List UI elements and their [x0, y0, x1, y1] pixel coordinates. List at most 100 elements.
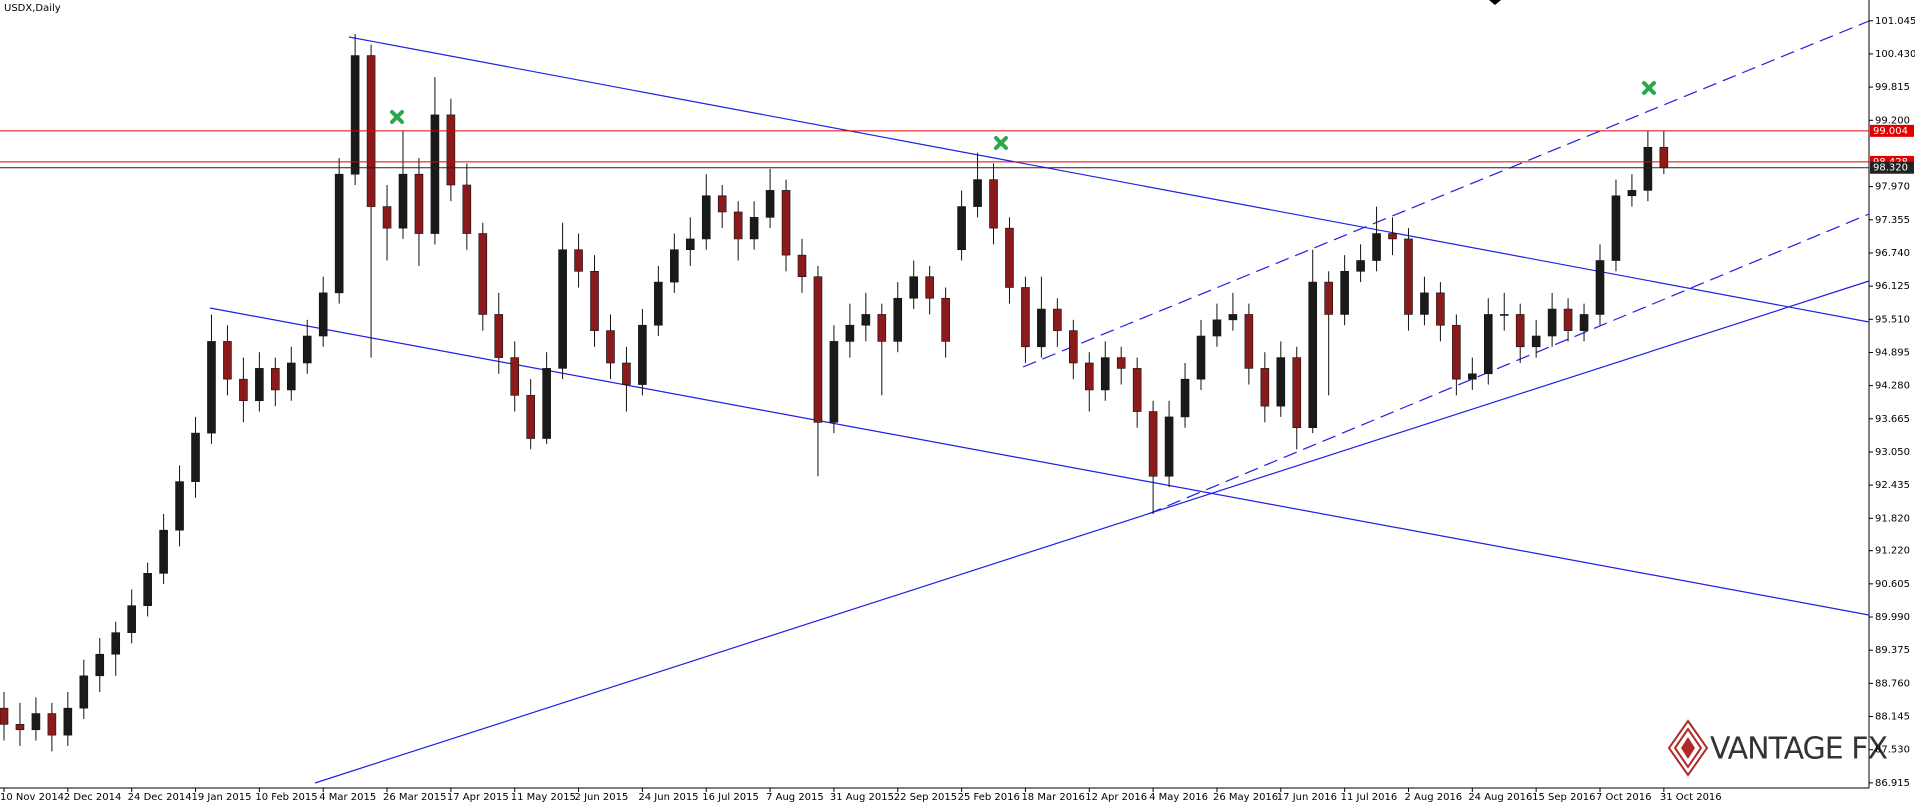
candle-body [1148, 411, 1158, 477]
y-tick-label: 91.220 [1875, 546, 1910, 557]
candle-body [1659, 146, 1669, 169]
candle-body [271, 368, 280, 391]
candle-body [1627, 190, 1637, 197]
x-tick-label: 10 Nov 2014 [0, 792, 64, 803]
y-tick-label: 90.605 [1875, 579, 1910, 590]
candle-body [1643, 146, 1653, 191]
y-tick-label: 96.125 [1875, 281, 1910, 292]
candle-body [143, 573, 152, 606]
candle-body [829, 341, 839, 423]
candle-body [1116, 357, 1126, 369]
x-marker [994, 136, 1008, 150]
candle-body [446, 114, 456, 186]
candle-body [813, 276, 823, 423]
y-tick-label: 93.050 [1875, 447, 1910, 458]
candle-body [781, 190, 791, 256]
y-tick-label: 99.200 [1875, 115, 1910, 126]
candle-body [765, 190, 775, 218]
x-tick-label: 17 Jun 2016 [1277, 792, 1337, 803]
candle-body [1164, 416, 1174, 477]
candle-body [1228, 314, 1238, 321]
candle-body [1404, 238, 1413, 315]
x-tick-label: 26 Mar 2015 [383, 792, 446, 803]
candle-body [159, 529, 168, 574]
candle-body [15, 724, 25, 731]
x-tick-label: 12 Apr 2016 [1085, 792, 1147, 803]
candle-body [941, 297, 950, 342]
candle-body [414, 173, 424, 234]
candle-body [558, 249, 567, 369]
candle-body [111, 632, 121, 655]
candle-body [622, 362, 631, 385]
candle-body [1356, 260, 1365, 272]
candle-body [1069, 330, 1078, 364]
candle-body [1547, 308, 1557, 337]
candle-body [1388, 233, 1397, 240]
candle-body [0, 707, 9, 725]
candle-body [1308, 281, 1318, 429]
candle-body [175, 481, 184, 531]
candle-body [1452, 324, 1461, 380]
x-tick-label: 16 Jul 2015 [702, 792, 759, 803]
candle-body [1436, 292, 1445, 326]
candle-body [670, 249, 679, 283]
x-tick-label: 7 Oct 2016 [1596, 792, 1651, 803]
candle-body [893, 297, 903, 342]
x-tick-label: 4 Mar 2015 [319, 792, 376, 803]
candle-body [526, 395, 535, 439]
y-tick-label: 89.375 [1875, 645, 1910, 656]
x-tick-label: 22 Sep 2015 [894, 792, 957, 803]
candle-body [733, 211, 743, 240]
candle-body [925, 276, 934, 299]
price-tag [1870, 124, 1914, 137]
logo-icon [1681, 737, 1695, 759]
candle-body [1499, 314, 1509, 316]
y-tick-label: 94.280 [1875, 381, 1910, 392]
y-tick-label: 89.990 [1875, 612, 1910, 623]
y-tick-label: 94.895 [1875, 347, 1910, 358]
trendline [348, 36, 1870, 323]
candle-body [1595, 260, 1605, 315]
price-tag-label: 99.004 [1873, 126, 1908, 137]
candle-body [1563, 308, 1573, 331]
y-tick-label: 95.510 [1875, 314, 1910, 325]
candle-body [797, 254, 807, 277]
y-tick-label: 93.665 [1875, 414, 1910, 425]
logo-icon [1667, 719, 1709, 777]
candle-body [239, 378, 248, 402]
candle-body [1611, 195, 1621, 261]
candle-body [1053, 308, 1062, 331]
y-tick-label: 88.760 [1875, 678, 1910, 689]
candle-body [255, 368, 264, 402]
candle-body [302, 335, 312, 364]
candle-body [542, 368, 551, 439]
candle-body [845, 324, 855, 342]
candle-body [877, 314, 887, 342]
markers [390, 81, 1656, 150]
x-tick-label: 24 Aug 2016 [1468, 792, 1532, 803]
candle-body [430, 114, 440, 234]
candle-body [462, 184, 472, 234]
logo: VANTAGE FX [1667, 719, 1889, 777]
candle-body [510, 357, 520, 396]
x-tick-label: 2 Aug 2016 [1404, 792, 1462, 803]
candle-body [654, 281, 663, 326]
candle-body [1531, 335, 1541, 348]
candle-body [1483, 314, 1493, 375]
candle-body [79, 675, 89, 709]
candle-body [382, 206, 392, 229]
y-tick-label: 97.355 [1875, 215, 1910, 226]
y-tick-label: 86.915 [1875, 778, 1910, 789]
candle-body [861, 314, 871, 326]
candle-body [1132, 368, 1142, 412]
price-tag-label: 98.320 [1873, 163, 1908, 174]
x-marker [390, 110, 404, 124]
candle-body [1084, 362, 1094, 391]
x-tick-label: 17 Apr 2015 [447, 792, 509, 803]
y-tick-label: 97.970 [1875, 182, 1910, 193]
x-marker [1642, 81, 1656, 95]
candle-body [1021, 287, 1030, 348]
candle-body [1515, 314, 1525, 348]
